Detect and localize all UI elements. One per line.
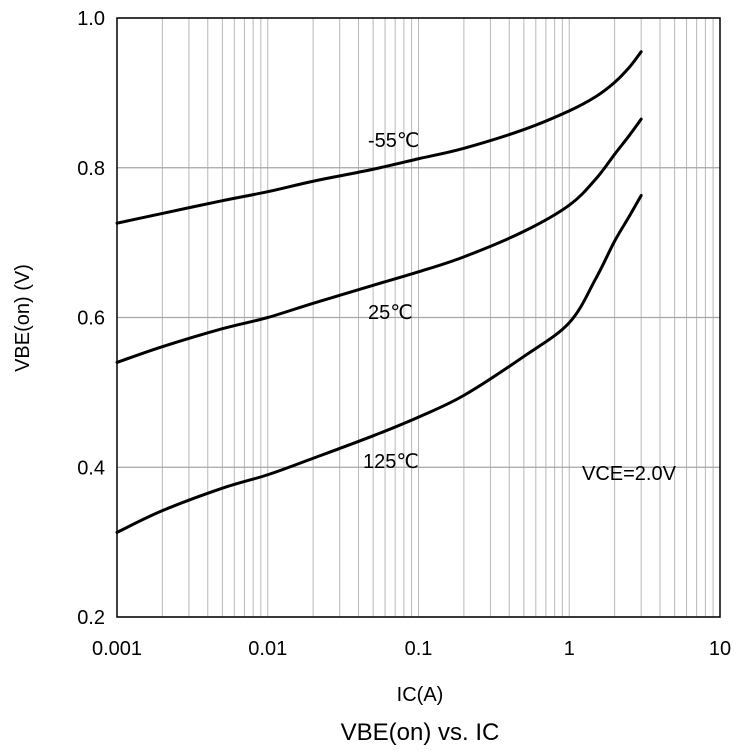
series-line-1 [115, 117, 643, 364]
y-tick-label: 0.8 [77, 158, 105, 180]
y-axis-label: VBE(on) (V) [12, 264, 34, 372]
chart-title: VBE(on) vs. IC [341, 719, 500, 746]
series-line-0 [115, 50, 643, 225]
series-label-25: 25℃ [368, 302, 413, 324]
series-layer [115, 50, 643, 534]
x-tick-label: 0.001 [92, 638, 142, 660]
series-line-2 [115, 193, 643, 534]
vce-annotation: VCE=2.0V [582, 463, 677, 485]
x-axis-label: IC(A) [397, 684, 444, 706]
x-tick-label: 0.1 [405, 638, 433, 660]
series-label-minus55: -55℃ [368, 130, 419, 152]
grid [116, 17, 720, 618]
series-label-125: 125℃ [363, 451, 419, 473]
x-tick-label: 1 [564, 638, 575, 660]
plot-frame [116, 17, 721, 618]
tick-labels: 0.001 0.01 0.1 1 10 0.2 0.4 0.6 0.8 1.0 [77, 8, 731, 660]
x-tick-label: 0.01 [248, 638, 287, 660]
y-tick-label: 0.2 [77, 607, 105, 629]
y-tick-label: 1.0 [77, 8, 105, 30]
x-tick-label: 10 [709, 638, 731, 660]
y-tick-label: 0.4 [77, 457, 105, 479]
y-tick-label: 0.6 [77, 308, 105, 330]
